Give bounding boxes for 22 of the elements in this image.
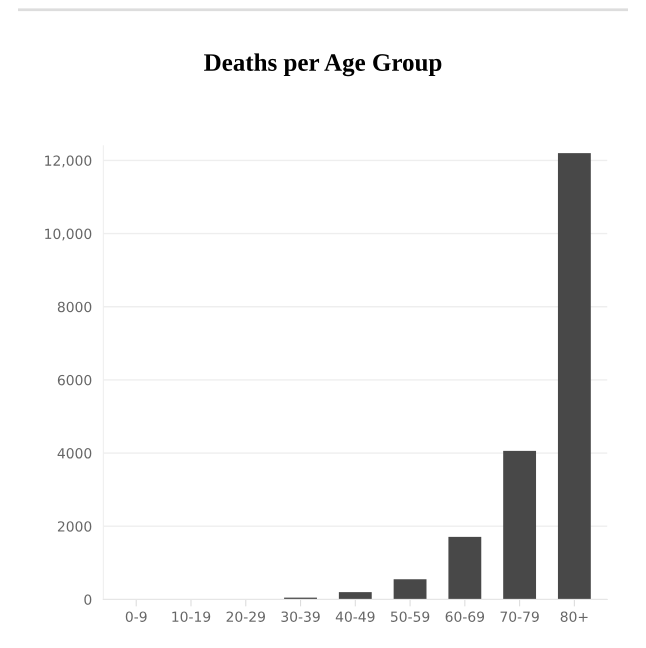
bar: [503, 450, 536, 600]
bar: [558, 153, 591, 600]
x-tick-label: 30-39: [281, 611, 320, 622]
chart-title: Deaths per Age Group: [204, 53, 442, 76]
x-tick-label: 60-69: [446, 611, 484, 622]
x-tick-label: 0-9: [126, 611, 147, 622]
x-tick-label: 40-49: [336, 611, 374, 622]
y-tick-label: 2000: [58, 521, 92, 532]
y-tick-label: 6000: [58, 374, 92, 386]
y-tick-label: 0: [84, 594, 92, 605]
x-tick-label: 10-19: [172, 611, 210, 622]
y-tick-label: 10,000: [45, 228, 92, 240]
bar: [448, 536, 482, 600]
bar: [394, 579, 426, 600]
x-tick-label: 50-59: [390, 611, 430, 622]
y-tick-label: 4000: [58, 448, 92, 459]
x-tick-label: 70-79: [500, 611, 539, 622]
bar: [338, 592, 372, 600]
y-tick-label: 12,000: [45, 155, 92, 168]
x-tick-label: 80+: [560, 611, 588, 622]
x-tick-label: 20-29: [226, 611, 265, 622]
y-tick-label: 8000: [58, 302, 92, 312]
